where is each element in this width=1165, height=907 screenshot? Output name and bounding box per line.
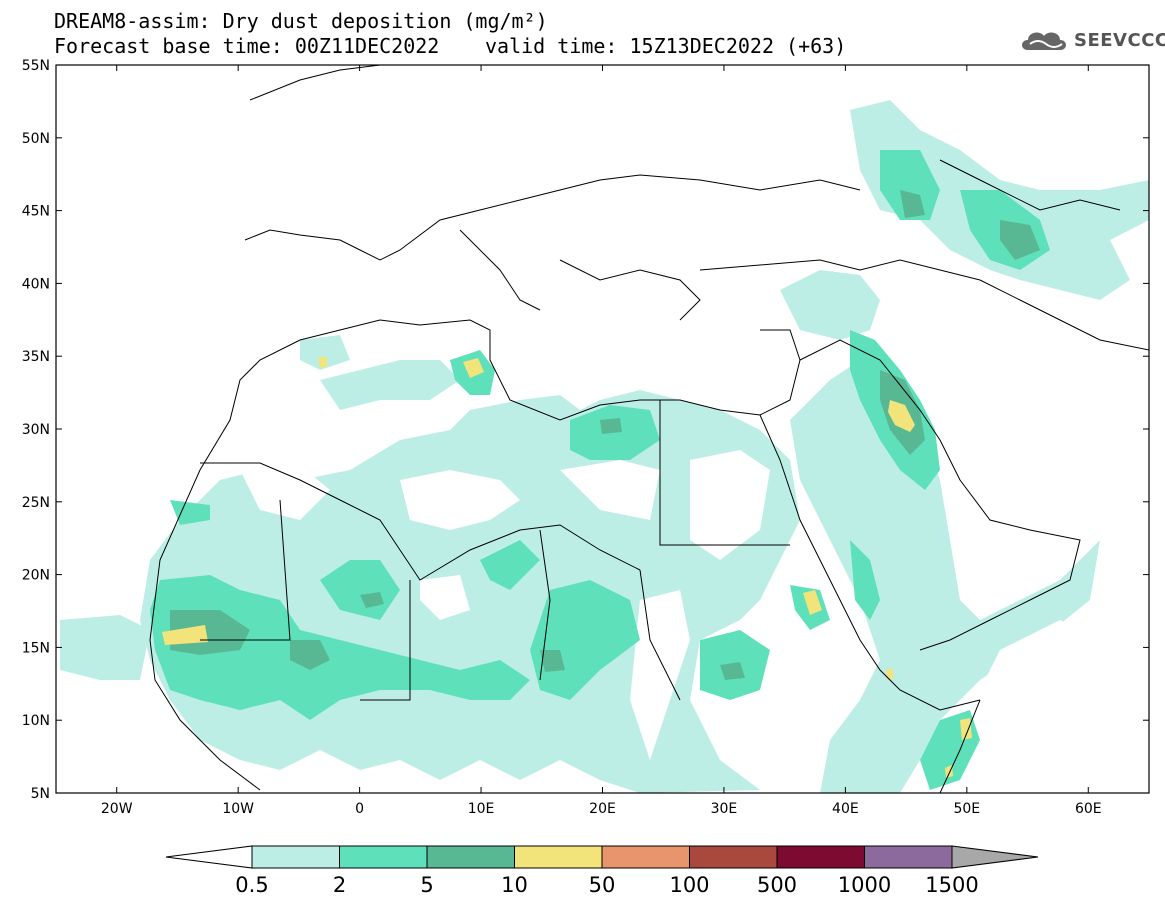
logo-text: SEEVCCC [1074,29,1165,51]
lon-tick-label: 60E [1075,801,1102,817]
colorbar-label: 5 [420,873,433,897]
cloud-logo-icon [1022,32,1066,50]
lon-tick-label: 10W [222,801,254,817]
colorbar-segment [514,845,603,869]
coastlines-borders [149,65,1149,793]
lat-tick-label: 5N [31,786,50,802]
colorbar-label: 50 [589,873,616,897]
lon-tick-label: 30E [711,801,738,817]
lat-tick-label: 35N [22,349,50,365]
colorbar-label: 1500 [925,873,978,897]
deposition-below-0-5 [240,450,1149,793]
colorbar-label: 0.5 [235,873,268,897]
colorbar-arrow-low [165,845,253,869]
lat-tick-label: 40N [22,276,50,292]
colorbar-label: 2 [333,873,346,897]
map-title: DREAM8-assim: Dry dust deposition (mg/m²… [54,9,548,33]
colorbar-label: 100 [669,873,709,897]
colorbar-segment [251,845,340,869]
lat-tick-label: 15N [22,640,50,656]
colorbar-label: 10 [501,873,528,897]
lat-tick-label: 10N [22,713,50,729]
lon-tick-label: 20W [101,801,133,817]
colorbar-segment [339,845,428,869]
forecast-base-time: Forecast base time: 00Z11DEC2022 [54,34,440,58]
valid-time: valid time: 15Z13DEC2022 (+63) [485,34,847,58]
lon-tick-label: 50E [953,801,980,817]
lat-tick-label: 30N [22,422,50,438]
colorbar-segment [601,845,690,869]
colorbar-segment [776,845,865,869]
colorbar-segment [864,845,953,869]
lat-tick-label: 55N [22,58,50,74]
colorbar-segment [689,845,778,869]
lon-tick-label: 10E [468,801,495,817]
lon-tick-label: 0 [355,801,364,817]
colorbar-label: 500 [757,873,797,897]
lat-tick-label: 45N [22,204,50,220]
lon-tick-label: 40E [832,801,859,817]
longitude-axis: 20W 10W 0 10E 20E 30E 40E 50E 60E [101,65,1102,817]
lat-tick-label: 20N [22,568,50,584]
latitude-axis: 55N 50N 45N 40N 35N 30N 25N 20N 15N 10N 5N [22,58,1149,802]
colorbar-label: 1000 [838,873,891,897]
deposition-level-10 [162,356,972,778]
lat-tick-label: 25N [22,495,50,511]
dust-fields [56,65,1149,793]
colorbar: 0.5 2 5 10 50 100 500 1000 1500 [165,845,1039,897]
colorbar-segment [426,845,515,869]
lon-tick-label: 20E [589,801,616,817]
seevccc-logo: SEEVCCC [1018,26,1165,54]
colorbar-arrow-high [951,845,1039,869]
lat-tick-label: 50N [22,131,50,147]
